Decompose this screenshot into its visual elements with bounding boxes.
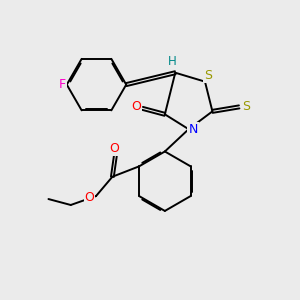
Text: O: O bbox=[85, 191, 94, 204]
Text: O: O bbox=[109, 142, 119, 155]
Text: N: N bbox=[188, 123, 198, 136]
Text: O: O bbox=[131, 100, 141, 113]
Text: H: H bbox=[168, 55, 177, 68]
Text: S: S bbox=[242, 100, 250, 113]
Text: F: F bbox=[59, 78, 66, 91]
Text: S: S bbox=[204, 69, 212, 82]
